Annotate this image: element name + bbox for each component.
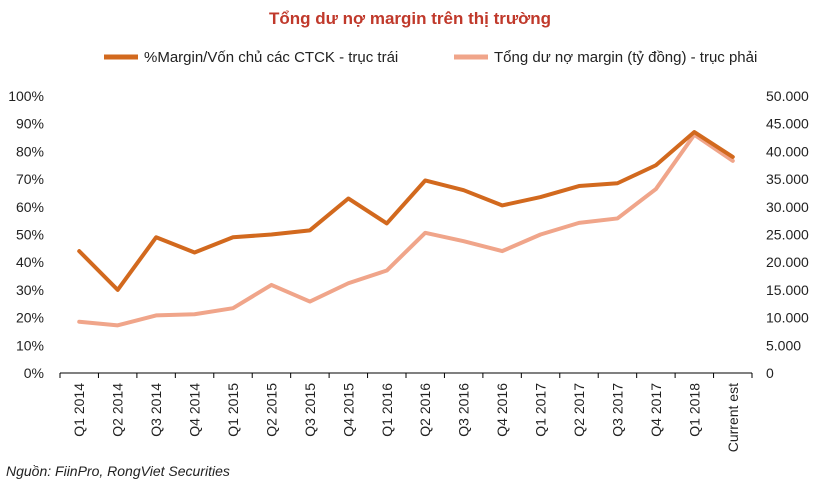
right-tick-label: 30.000 [766, 199, 809, 215]
legend-label-margin-ratio: %Margin/Vốn chủ các CTCK - trục trái [144, 49, 398, 66]
series-line-margin-ratio [77, 130, 735, 292]
x-tick-label: Q2 2014 [110, 383, 126, 437]
left-tick-label: 80% [16, 143, 44, 159]
right-tick-label: 50.000 [766, 88, 809, 104]
x-tick-label: Q4 2014 [187, 383, 203, 437]
x-tick-label: Q4 2017 [648, 383, 664, 437]
x-tick-label: Q2 2017 [571, 383, 587, 437]
source-note: Nguồn: FiinPro, RongViet Securities [6, 463, 230, 479]
left-axis-ticks: 0% 10% 20% 30% 40% 50% 60% 70% 80% 90% 100% [8, 88, 44, 381]
x-tick-label: Q3 2015 [302, 383, 318, 437]
series-line-margin-debt [77, 132, 735, 328]
legend-label-margin-debt: Tổng dư nợ margin (tỷ đồng) - trục phải [494, 49, 757, 66]
right-tick-label: 20.000 [766, 254, 809, 270]
x-tick-label: Q4 2015 [340, 383, 356, 437]
x-tick-label: Q1 2017 [533, 383, 549, 437]
x-tick-label: Q3 2014 [148, 383, 164, 437]
x-tick-label: Q2 2015 [263, 383, 279, 437]
right-axis-ticks: 0 5.000 10.000 15.000 20.000 25.000 30.000 35.0… [766, 88, 809, 381]
x-tick-label: Q1 2014 [71, 383, 87, 437]
left-tick-label: 70% [16, 171, 44, 187]
x-axis-ticks: Q1 2014 Q2 2014 Q3 2014 Q4 2014 Q1 2015 Q2 20… [59, 373, 753, 452]
right-tick-label: 5.000 [766, 337, 801, 353]
right-tick-label: 0 [766, 365, 774, 381]
left-tick-label: 60% [16, 199, 44, 215]
right-tick-label: 25.000 [766, 227, 809, 243]
right-tick-label: 35.000 [766, 171, 809, 187]
right-tick-label: 45.000 [766, 116, 809, 132]
right-tick-label: 40.000 [766, 143, 809, 159]
x-tick-label: Q3 2016 [456, 383, 472, 437]
left-tick-label: 30% [16, 282, 44, 298]
left-tick-label: 90% [16, 116, 44, 132]
left-tick-label: 0% [24, 365, 44, 381]
x-tick-label: Q2 2016 [417, 383, 433, 437]
chart-legend: %Margin/Vốn chủ các CTCK - trục trái Tổn… [104, 49, 757, 66]
chart-title: Tổng dư nợ margin trên thị trường [269, 9, 551, 28]
x-tick-label: Q1 2018 [686, 383, 702, 437]
left-tick-label: 10% [16, 337, 44, 353]
left-tick-label: 40% [16, 254, 44, 270]
left-tick-label: 20% [16, 310, 44, 326]
left-tick-label: 100% [8, 88, 44, 104]
series-layer [77, 130, 735, 328]
x-tick-label: Q1 2015 [225, 383, 241, 437]
left-tick-label: 50% [16, 227, 44, 243]
right-tick-label: 15.000 [766, 282, 809, 298]
right-tick-label: 10.000 [766, 310, 809, 326]
x-tick-label: Q3 2017 [609, 383, 625, 437]
x-tick-label: Q1 2016 [379, 383, 395, 437]
x-tick-label: Q4 2016 [494, 383, 510, 437]
x-tick-label: Current est [725, 383, 741, 452]
